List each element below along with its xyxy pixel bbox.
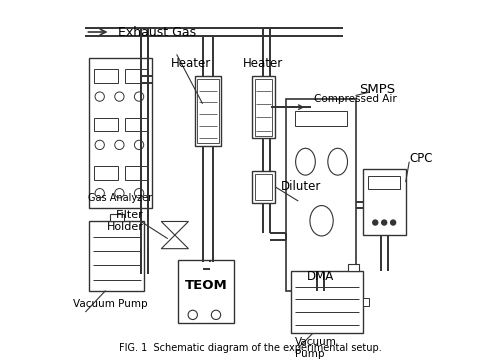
Text: Heater: Heater: [171, 58, 211, 71]
Bar: [294, 111, 346, 126]
Text: Diluter: Diluter: [280, 180, 321, 193]
Bar: [89, 221, 144, 290]
Circle shape: [372, 220, 378, 225]
Bar: [362, 297, 369, 306]
Bar: [368, 176, 400, 189]
Bar: [252, 171, 275, 203]
Text: Filter
Holder: Filter Holder: [106, 210, 144, 232]
Bar: [125, 166, 148, 179]
Text: Vacuum
Pump: Vacuum Pump: [294, 337, 337, 359]
Text: FIG. 1  Schematic diagram of the experimental setup.: FIG. 1 Schematic diagram of the experime…: [118, 343, 382, 353]
Text: SMPS: SMPS: [359, 83, 396, 95]
Ellipse shape: [328, 148, 347, 175]
Bar: [125, 70, 148, 83]
Bar: [125, 118, 148, 131]
Text: TEOM: TEOM: [185, 279, 228, 292]
Bar: [286, 99, 356, 290]
Bar: [254, 79, 272, 136]
Text: Heater: Heater: [244, 58, 284, 71]
Text: DMA: DMA: [307, 270, 334, 284]
Circle shape: [382, 220, 386, 225]
Bar: [362, 169, 406, 235]
Bar: [178, 260, 234, 323]
Polygon shape: [162, 235, 188, 249]
Bar: [94, 70, 118, 83]
Text: Vacuum Pump: Vacuum Pump: [73, 300, 148, 309]
Circle shape: [390, 220, 396, 225]
Bar: [110, 214, 124, 221]
Text: Exhaust Gas: Exhaust Gas: [118, 25, 196, 39]
Bar: [198, 79, 218, 143]
Bar: [89, 58, 152, 208]
Polygon shape: [162, 221, 188, 235]
Bar: [194, 76, 222, 146]
Bar: [254, 174, 272, 200]
Bar: [291, 271, 362, 333]
Text: Gas Analyzer: Gas Analyzer: [88, 193, 152, 203]
Text: Compressed Air: Compressed Air: [314, 94, 397, 104]
Bar: [94, 118, 118, 131]
Ellipse shape: [310, 206, 333, 236]
Bar: [252, 76, 275, 138]
Bar: [348, 264, 359, 271]
Ellipse shape: [296, 148, 316, 175]
Bar: [94, 166, 118, 179]
Text: CPC: CPC: [409, 152, 432, 165]
